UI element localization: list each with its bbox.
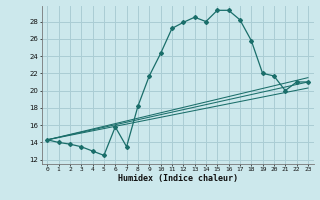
- X-axis label: Humidex (Indice chaleur): Humidex (Indice chaleur): [118, 174, 237, 183]
